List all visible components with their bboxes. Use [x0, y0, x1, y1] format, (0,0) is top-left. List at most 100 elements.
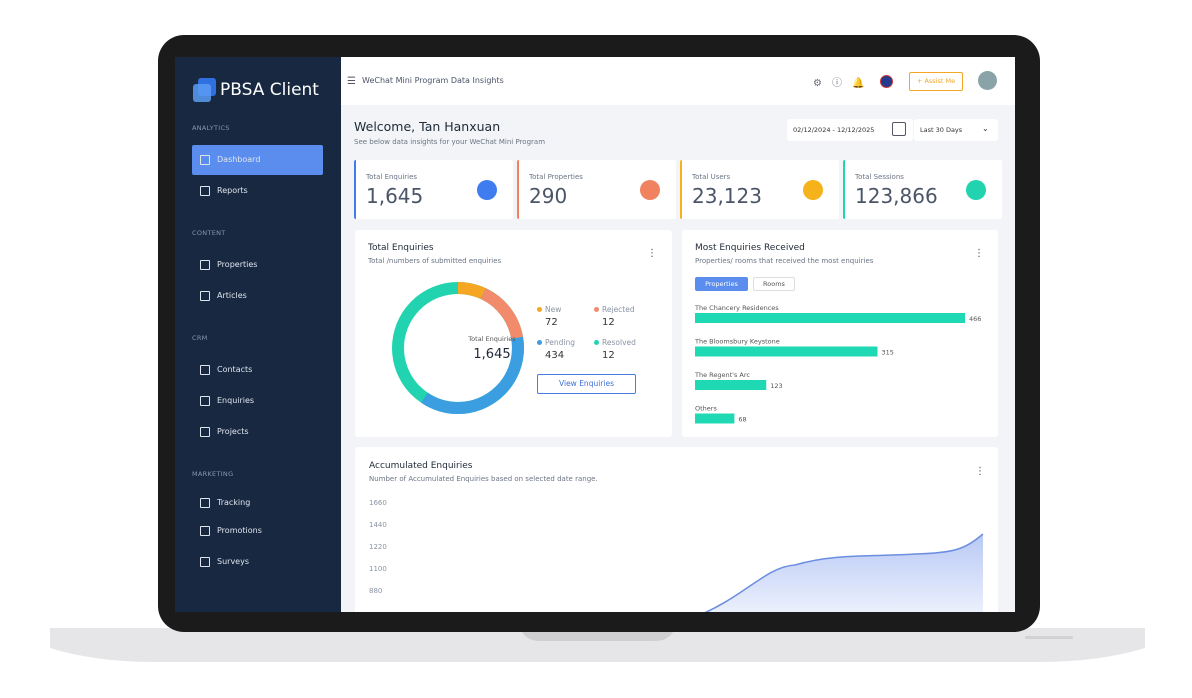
card-subtitle: Total /numbers of submitted enquiries: [368, 257, 502, 265]
enquiries-card: Total Enquiries Total /numbers of submit…: [355, 230, 672, 437]
y-tick-label: 1440: [369, 521, 387, 529]
legend-dot: [537, 307, 542, 312]
view-button[interactable]: View Enquiries: [537, 374, 636, 394]
stat-icon: [477, 180, 497, 200]
donut: [392, 282, 524, 414]
menu-icon[interactable]: ☰: [347, 76, 356, 87]
stat-value: 290: [529, 184, 568, 208]
avatar[interactable]: [978, 71, 997, 90]
menu-item[interactable]: Projects: [217, 427, 249, 436]
bar: [695, 380, 767, 390]
area-chart: [704, 533, 984, 612]
stat-icon: [966, 180, 986, 200]
section-title: ANALYTICS: [192, 124, 230, 132]
laptop-slot: [1025, 636, 1073, 639]
stat-value: 1,645: [366, 184, 424, 208]
most-card: Most Enquiries Received Properties/ room…: [682, 230, 998, 437]
stat-label: Total Users: [692, 173, 731, 181]
bar-value: 123: [770, 382, 782, 390]
logo-front: [193, 84, 211, 102]
legend-dot: [537, 340, 542, 345]
menu-item[interactable]: Reports: [217, 186, 248, 195]
legend-dot: [594, 307, 599, 312]
stat-label: Total Properties: [529, 173, 583, 181]
area: [706, 534, 983, 612]
bar: [695, 413, 735, 424]
period-select[interactable]: Last 30 Days ⌄: [914, 119, 998, 141]
y-tick-label: 1220: [369, 543, 387, 551]
bar-label: The Bloomsbury Keystone: [694, 338, 780, 346]
center-label: Total Enquiries: [468, 335, 516, 343]
bar-label: Others: [695, 405, 717, 413]
stat-value: 123,866: [855, 184, 938, 208]
stat-card: Total Users 23,123: [680, 160, 839, 219]
tab[interactable]: Properties: [695, 277, 748, 291]
menu-icon: [200, 557, 210, 567]
stat-card: Total Properties 290: [517, 160, 676, 219]
stat-icon: [803, 180, 823, 200]
legend-value: 72: [545, 317, 558, 328]
menu-item[interactable]: Surveys: [217, 557, 249, 566]
stat-value: 23,123: [692, 184, 762, 208]
bar-value: 68: [738, 416, 746, 424]
menu-item[interactable]: Articles: [217, 291, 247, 300]
menu-item[interactable]: Enquiries: [217, 396, 255, 405]
topbar-title: WeChat Mini Program Data Insights: [362, 76, 504, 85]
menu-icon: [200, 365, 210, 375]
section-title: CRM: [192, 334, 208, 342]
section-title: CONTENT: [192, 229, 226, 237]
stat-icon: [640, 180, 660, 200]
stat-label: Total Sessions: [855, 173, 904, 181]
legend-dot: [594, 340, 599, 345]
card-subtitle: Number of Accumulated Enquiries based on…: [369, 475, 598, 483]
menu-icon: [200, 427, 210, 437]
bar-label: The Chancery Residences: [694, 304, 779, 312]
date-range: 02/12/2024 - 12/12/2025: [793, 126, 875, 134]
bar-value: 315: [882, 349, 894, 357]
laptop-base: [50, 628, 1145, 662]
brand: PBSA Client: [220, 80, 319, 100]
more-menu[interactable]: ⋮: [975, 466, 985, 477]
welcome-title: Welcome, Tan Hanxuan: [354, 119, 501, 134]
legend-name: Rejected: [602, 305, 635, 314]
date-box[interactable]: 02/12/2024 - 12/12/2025: [787, 119, 913, 141]
area-line: [704, 533, 984, 612]
card-title: Most Enquiries Received: [695, 243, 805, 253]
more-menu[interactable]: ⋮: [647, 248, 657, 259]
tab[interactable]: Rooms: [753, 277, 795, 291]
bar: [695, 313, 965, 323]
menu-item[interactable]: Dashboard: [217, 155, 261, 164]
accumulated-card: Accumulated Enquiries Number of Accumula…: [355, 447, 998, 612]
menu-item[interactable]: Contacts: [217, 365, 253, 374]
y-tick-label: 1660: [369, 499, 387, 507]
assist-button[interactable]: + Assist Me: [909, 72, 963, 91]
menu-icon: [200, 498, 210, 508]
legend-name: New: [545, 305, 562, 314]
bar-label: The Regent's Arc: [694, 371, 750, 379]
menu-item[interactable]: Properties: [217, 260, 258, 269]
menu-item[interactable]: Tracking: [217, 498, 251, 507]
flag[interactable]: [880, 75, 893, 88]
bar-value: 466: [969, 315, 981, 323]
menu-item[interactable]: Promotions: [217, 526, 262, 535]
assist-label: Assist Me: [924, 77, 956, 85]
legend-value: 12: [602, 317, 615, 328]
legend-value: 12: [602, 350, 615, 361]
menu-icon: [200, 396, 210, 406]
chevron: ⌄: [982, 124, 989, 133]
menu-icon: [200, 260, 210, 270]
legend-name: Pending: [545, 338, 575, 347]
donut-arc: [392, 282, 524, 414]
menu-icon: [200, 526, 210, 536]
y-tick-label: 880: [369, 587, 383, 595]
welcome-subtitle: See below data insights for your WeChat …: [354, 138, 546, 146]
active-item: [192, 145, 323, 175]
legend-value: 434: [545, 350, 565, 361]
bar: [695, 346, 878, 357]
topbar: [341, 57, 1015, 105]
top-icons[interactable]: ⚙ⓘ🔔: [813, 78, 875, 89]
bar-chart: The Chancery Residences 466 The Bloomsbury…: [694, 304, 981, 424]
more-menu[interactable]: ⋮: [974, 248, 984, 259]
center-value: 1,645: [473, 347, 511, 362]
